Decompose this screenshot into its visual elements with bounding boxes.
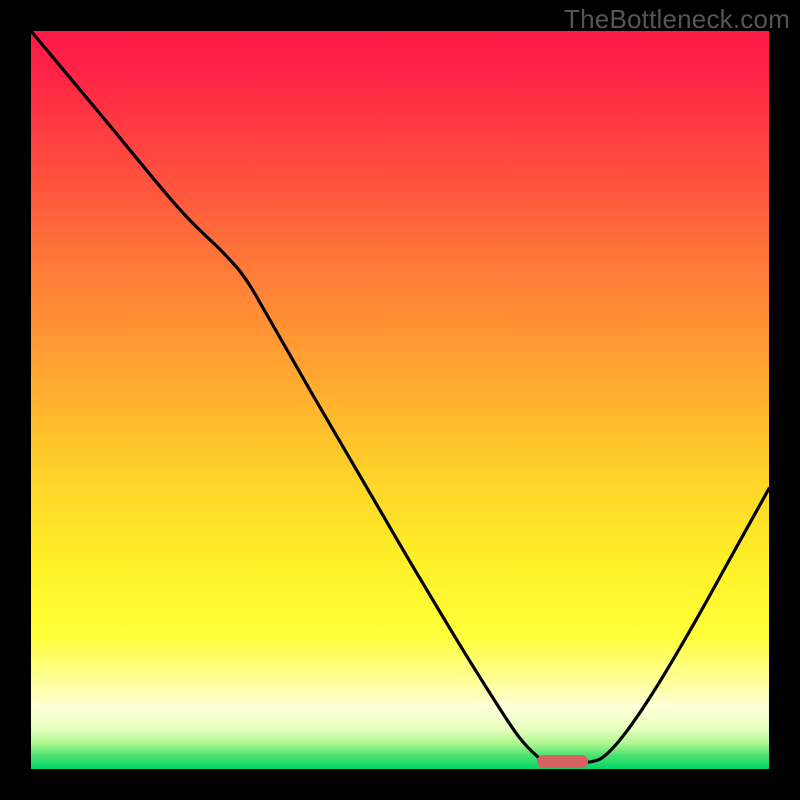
plot-area <box>31 31 769 769</box>
curve-path <box>31 31 769 762</box>
bottleneck-curve <box>31 31 769 769</box>
optimum-marker <box>537 755 589 768</box>
chart-container: TheBottleneck.com <box>0 0 800 800</box>
watermark-text: TheBottleneck.com <box>564 4 790 35</box>
